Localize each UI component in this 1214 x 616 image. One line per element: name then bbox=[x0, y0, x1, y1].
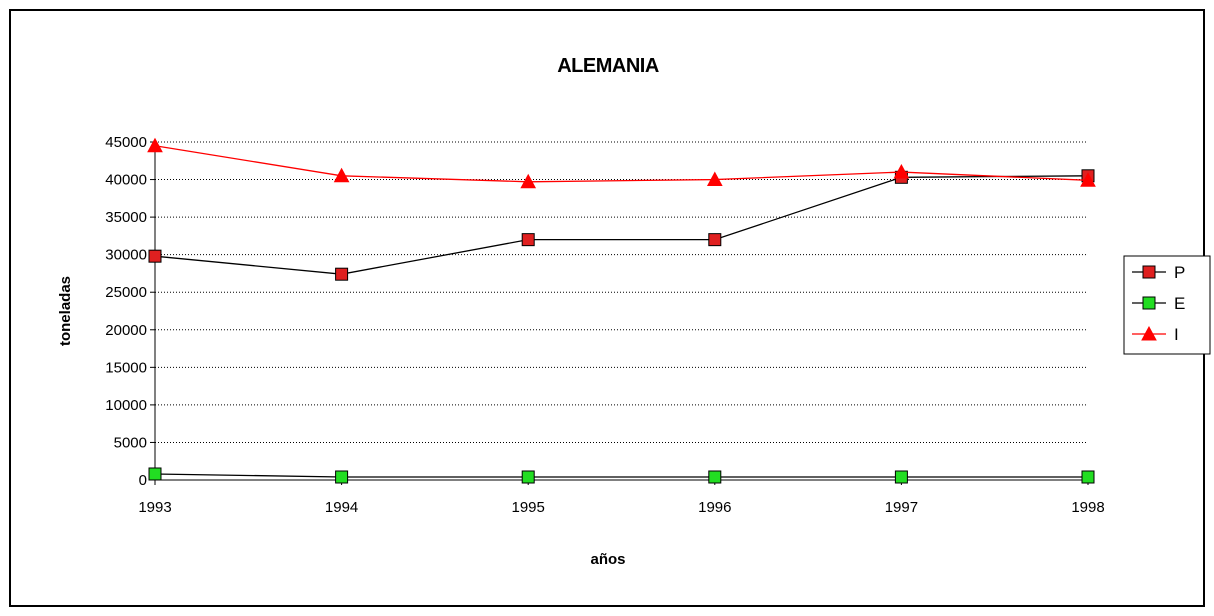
series-i-point bbox=[520, 173, 537, 189]
series-i-point bbox=[893, 163, 910, 179]
y-tick-label: 25000 bbox=[105, 284, 147, 301]
series-i-point bbox=[706, 171, 723, 187]
y-tick-label: 10000 bbox=[105, 397, 147, 414]
x-tick-label: 1994 bbox=[325, 499, 358, 516]
y-tick-label: 15000 bbox=[105, 359, 147, 376]
x-axis-label: años bbox=[590, 551, 625, 568]
series-e-point bbox=[335, 470, 349, 484]
x-tick-label: 1996 bbox=[698, 499, 731, 516]
series-i-line bbox=[154, 145, 1089, 183]
y-tick-label: 35000 bbox=[105, 209, 147, 226]
series-i-point bbox=[1080, 172, 1096, 187]
series-layer bbox=[147, 137, 1096, 484]
series-e-line bbox=[154, 473, 1088, 478]
y-tick-labels: 0 5000 10000 15000 20000 25000 30000 35000 40000… bbox=[105, 134, 147, 489]
y-tick-label: 30000 bbox=[105, 247, 147, 264]
grid-lines bbox=[155, 141, 1088, 443]
series-e bbox=[148, 467, 1095, 484]
y-tick-label: 0 bbox=[139, 472, 147, 489]
legend-label: E bbox=[1174, 294, 1185, 313]
chart-title: ALEMANIA bbox=[557, 55, 659, 77]
y-tick-label: 5000 bbox=[114, 434, 147, 451]
series-p-point bbox=[148, 249, 162, 263]
series-i bbox=[147, 137, 1096, 189]
legend-label: P bbox=[1174, 263, 1185, 282]
x-tick-labels: 1993 1994 1995 1996 1997 1998 bbox=[138, 499, 1104, 516]
series-p-point bbox=[335, 267, 349, 281]
legend-box bbox=[1123, 255, 1211, 355]
legend[interactable]: PEI bbox=[1123, 255, 1211, 355]
series-e-point bbox=[708, 470, 722, 484]
x-tick-label: 1993 bbox=[138, 499, 171, 516]
series-e-point bbox=[1081, 470, 1095, 484]
y-tick-label: 45000 bbox=[105, 134, 147, 151]
series-e-point bbox=[521, 470, 535, 484]
series-i-point bbox=[333, 167, 350, 183]
y-axis-label: toneladas bbox=[57, 276, 74, 346]
legend-item-i[interactable]: I bbox=[1132, 325, 1179, 344]
y-tick-label: 40000 bbox=[105, 172, 147, 189]
series-i-point bbox=[147, 137, 163, 153]
legend-swatch-marker bbox=[1142, 265, 1156, 279]
y-tick-label: 20000 bbox=[105, 322, 147, 339]
axes bbox=[150, 141, 1089, 485]
x-tick-label: 1998 bbox=[1071, 499, 1104, 516]
series-e-point bbox=[894, 470, 908, 484]
legend-items: PEI bbox=[1132, 263, 1185, 344]
x-tick-label: 1997 bbox=[885, 499, 918, 516]
series-p-point bbox=[521, 233, 535, 247]
chart-border bbox=[9, 9, 1205, 607]
series-e-point bbox=[148, 467, 162, 481]
legend-swatch-marker bbox=[1141, 325, 1157, 341]
legend-item-p[interactable]: P bbox=[1132, 263, 1185, 282]
series-p-line bbox=[154, 175, 1089, 275]
series-p-point bbox=[708, 233, 722, 247]
legend-swatch-marker bbox=[1142, 296, 1156, 310]
legend-label: I bbox=[1174, 325, 1179, 344]
legend-item-e[interactable]: E bbox=[1132, 294, 1185, 313]
x-tick-label: 1995 bbox=[512, 499, 545, 516]
